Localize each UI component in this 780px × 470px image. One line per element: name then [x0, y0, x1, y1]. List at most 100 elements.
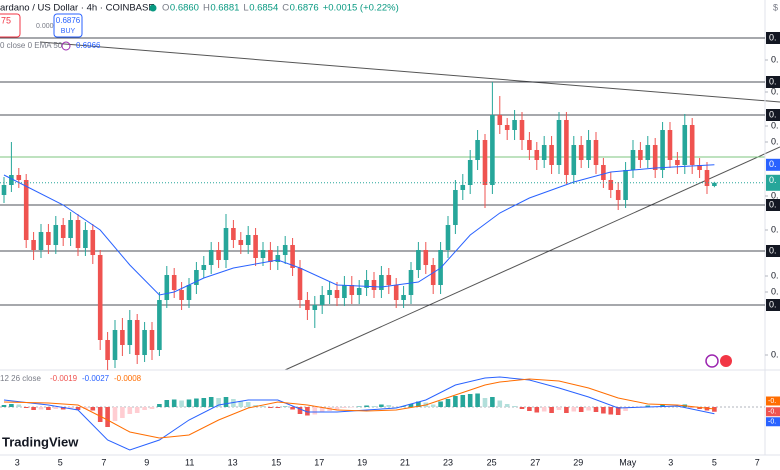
- macd-histogram-bar: [497, 400, 503, 407]
- candle-body: [564, 120, 569, 175]
- buy-price[interactable]: 0.6876: [56, 16, 81, 25]
- candle-body: [697, 165, 702, 170]
- macd-histogram-bar: [460, 395, 466, 407]
- macd-histogram-bar: [393, 407, 399, 408]
- macd-histogram-bar: [83, 407, 88, 409]
- sell-button[interactable]: [0, 13, 21, 38]
- macd-histogram-bar: [16, 404, 22, 407]
- level-tag-label: 0.: [769, 245, 777, 255]
- macd-histogram-bar: [371, 406, 377, 407]
- macd-histogram-bar: [105, 407, 110, 427]
- macd-histogram-bar: [201, 398, 207, 407]
- candle-body: [534, 150, 540, 160]
- macd-histogram-bar: [268, 407, 273, 408]
- candle-body: [660, 130, 665, 170]
- overlay: ardano / US Dollar · 4h · COINBASE $ 75 …: [0, 2, 778, 449]
- macd-histogram-bar: [282, 406, 288, 407]
- macd-histogram-bar: [504, 404, 510, 407]
- macd-pane: -0. -0. -0.: [0, 376, 780, 451]
- y-tick-label: 0.: [771, 54, 779, 64]
- macd-tag: [766, 417, 780, 427]
- candle-body: [253, 235, 258, 258]
- candle-body: [571, 145, 577, 175]
- flag-icon[interactable]: [720, 355, 732, 367]
- macd-histogram-bar: [549, 407, 554, 413]
- macd-histogram-bar: [208, 397, 214, 407]
- x-tick-label: 5: [58, 457, 63, 467]
- sell-price[interactable]: 75: [1, 15, 11, 25]
- market-status: [149, 4, 157, 12]
- candle-body: [356, 288, 362, 295]
- candle-body: [127, 320, 133, 345]
- ohlc-value: 0.6876: [290, 3, 319, 14]
- macd-histogram-bar: [238, 401, 244, 407]
- macd-histogram-bar: [675, 406, 680, 407]
- candle-body: [53, 225, 59, 245]
- y-tick-label: 0.: [771, 190, 779, 200]
- level-tag: [766, 299, 780, 311]
- level-tag-label: 0.: [769, 109, 777, 119]
- macd-histogram-bar: [171, 399, 177, 407]
- macd-histogram-bar: [438, 401, 443, 407]
- macd-line: [3, 376, 715, 451]
- candle-body: [445, 225, 451, 250]
- macd-histogram-bar: [1, 405, 7, 407]
- macd-histogram-bar: [349, 407, 355, 408]
- candle-body: [171, 275, 177, 290]
- macd-histogram-bar: [430, 404, 436, 407]
- x-tick-label: 7: [101, 457, 106, 467]
- macd-histogram-bar: [112, 407, 118, 421]
- macd-histogram-bar: [297, 407, 303, 414]
- y-tick-label: 0.: [771, 86, 779, 96]
- candle-body: [297, 268, 303, 300]
- macd-histogram-bar: [245, 402, 251, 407]
- candle-body: [223, 228, 229, 260]
- candle-body: [541, 145, 547, 160]
- candle-body: [475, 140, 480, 160]
- candle-body: [1, 185, 7, 195]
- macd-histogram-bar: [475, 393, 480, 407]
- x-tick-label: 3: [15, 457, 20, 467]
- macd-histogram-bar: [527, 407, 532, 411]
- macd-histogram-bar: [556, 407, 562, 410]
- level-tag-label: 0.: [769, 299, 777, 309]
- macd-histogram-bar: [127, 407, 133, 414]
- macd-histogram-bar: [356, 406, 362, 407]
- macd-histogram-bar: [416, 401, 421, 407]
- candle-body: [120, 330, 125, 345]
- macd-histogram-bar: [31, 407, 36, 410]
- ohlc-key: L: [243, 3, 248, 14]
- candle-body: [393, 285, 399, 300]
- macd-histogram-bar: [660, 404, 665, 407]
- candle-body: [334, 290, 340, 298]
- price-change: +0.0015 (+0.22%): [323, 3, 399, 14]
- macd-histogram-bar: [467, 394, 473, 407]
- candle-body: [638, 150, 643, 160]
- event-icon[interactable]: [705, 354, 719, 368]
- macd-histogram-bar: [482, 398, 488, 407]
- candle-body: [179, 290, 184, 300]
- macd-histogram-bar: [120, 407, 125, 418]
- ohlc-key: O: [162, 3, 169, 14]
- y-tick-label: 0.: [771, 136, 779, 146]
- x-tick-label: 3: [668, 457, 673, 467]
- candle-body: [186, 285, 192, 300]
- trend-line-down: [39, 41, 780, 103]
- brand: TradingView: [2, 434, 79, 449]
- buy-label[interactable]: BUY: [61, 28, 76, 35]
- x-tick-label: 23: [443, 457, 453, 467]
- visibility-icon[interactable]: [61, 41, 71, 51]
- macd-histogram-bar: [149, 407, 155, 409]
- macd-histogram-bar: [342, 407, 347, 408]
- candle-body: [527, 140, 532, 150]
- candle-body: [578, 145, 584, 160]
- symbol-title: ardano / US Dollar · 4h · COINBASE: [0, 3, 155, 14]
- candle-body: [615, 190, 621, 200]
- level-tag: [766, 109, 780, 121]
- candle-body: [164, 275, 170, 300]
- x-tick-label: 21: [400, 457, 410, 467]
- candle-body: [682, 125, 688, 165]
- buy-button[interactable]: [53, 13, 83, 38]
- candle-body: [601, 165, 606, 180]
- candle-body: [201, 265, 207, 270]
